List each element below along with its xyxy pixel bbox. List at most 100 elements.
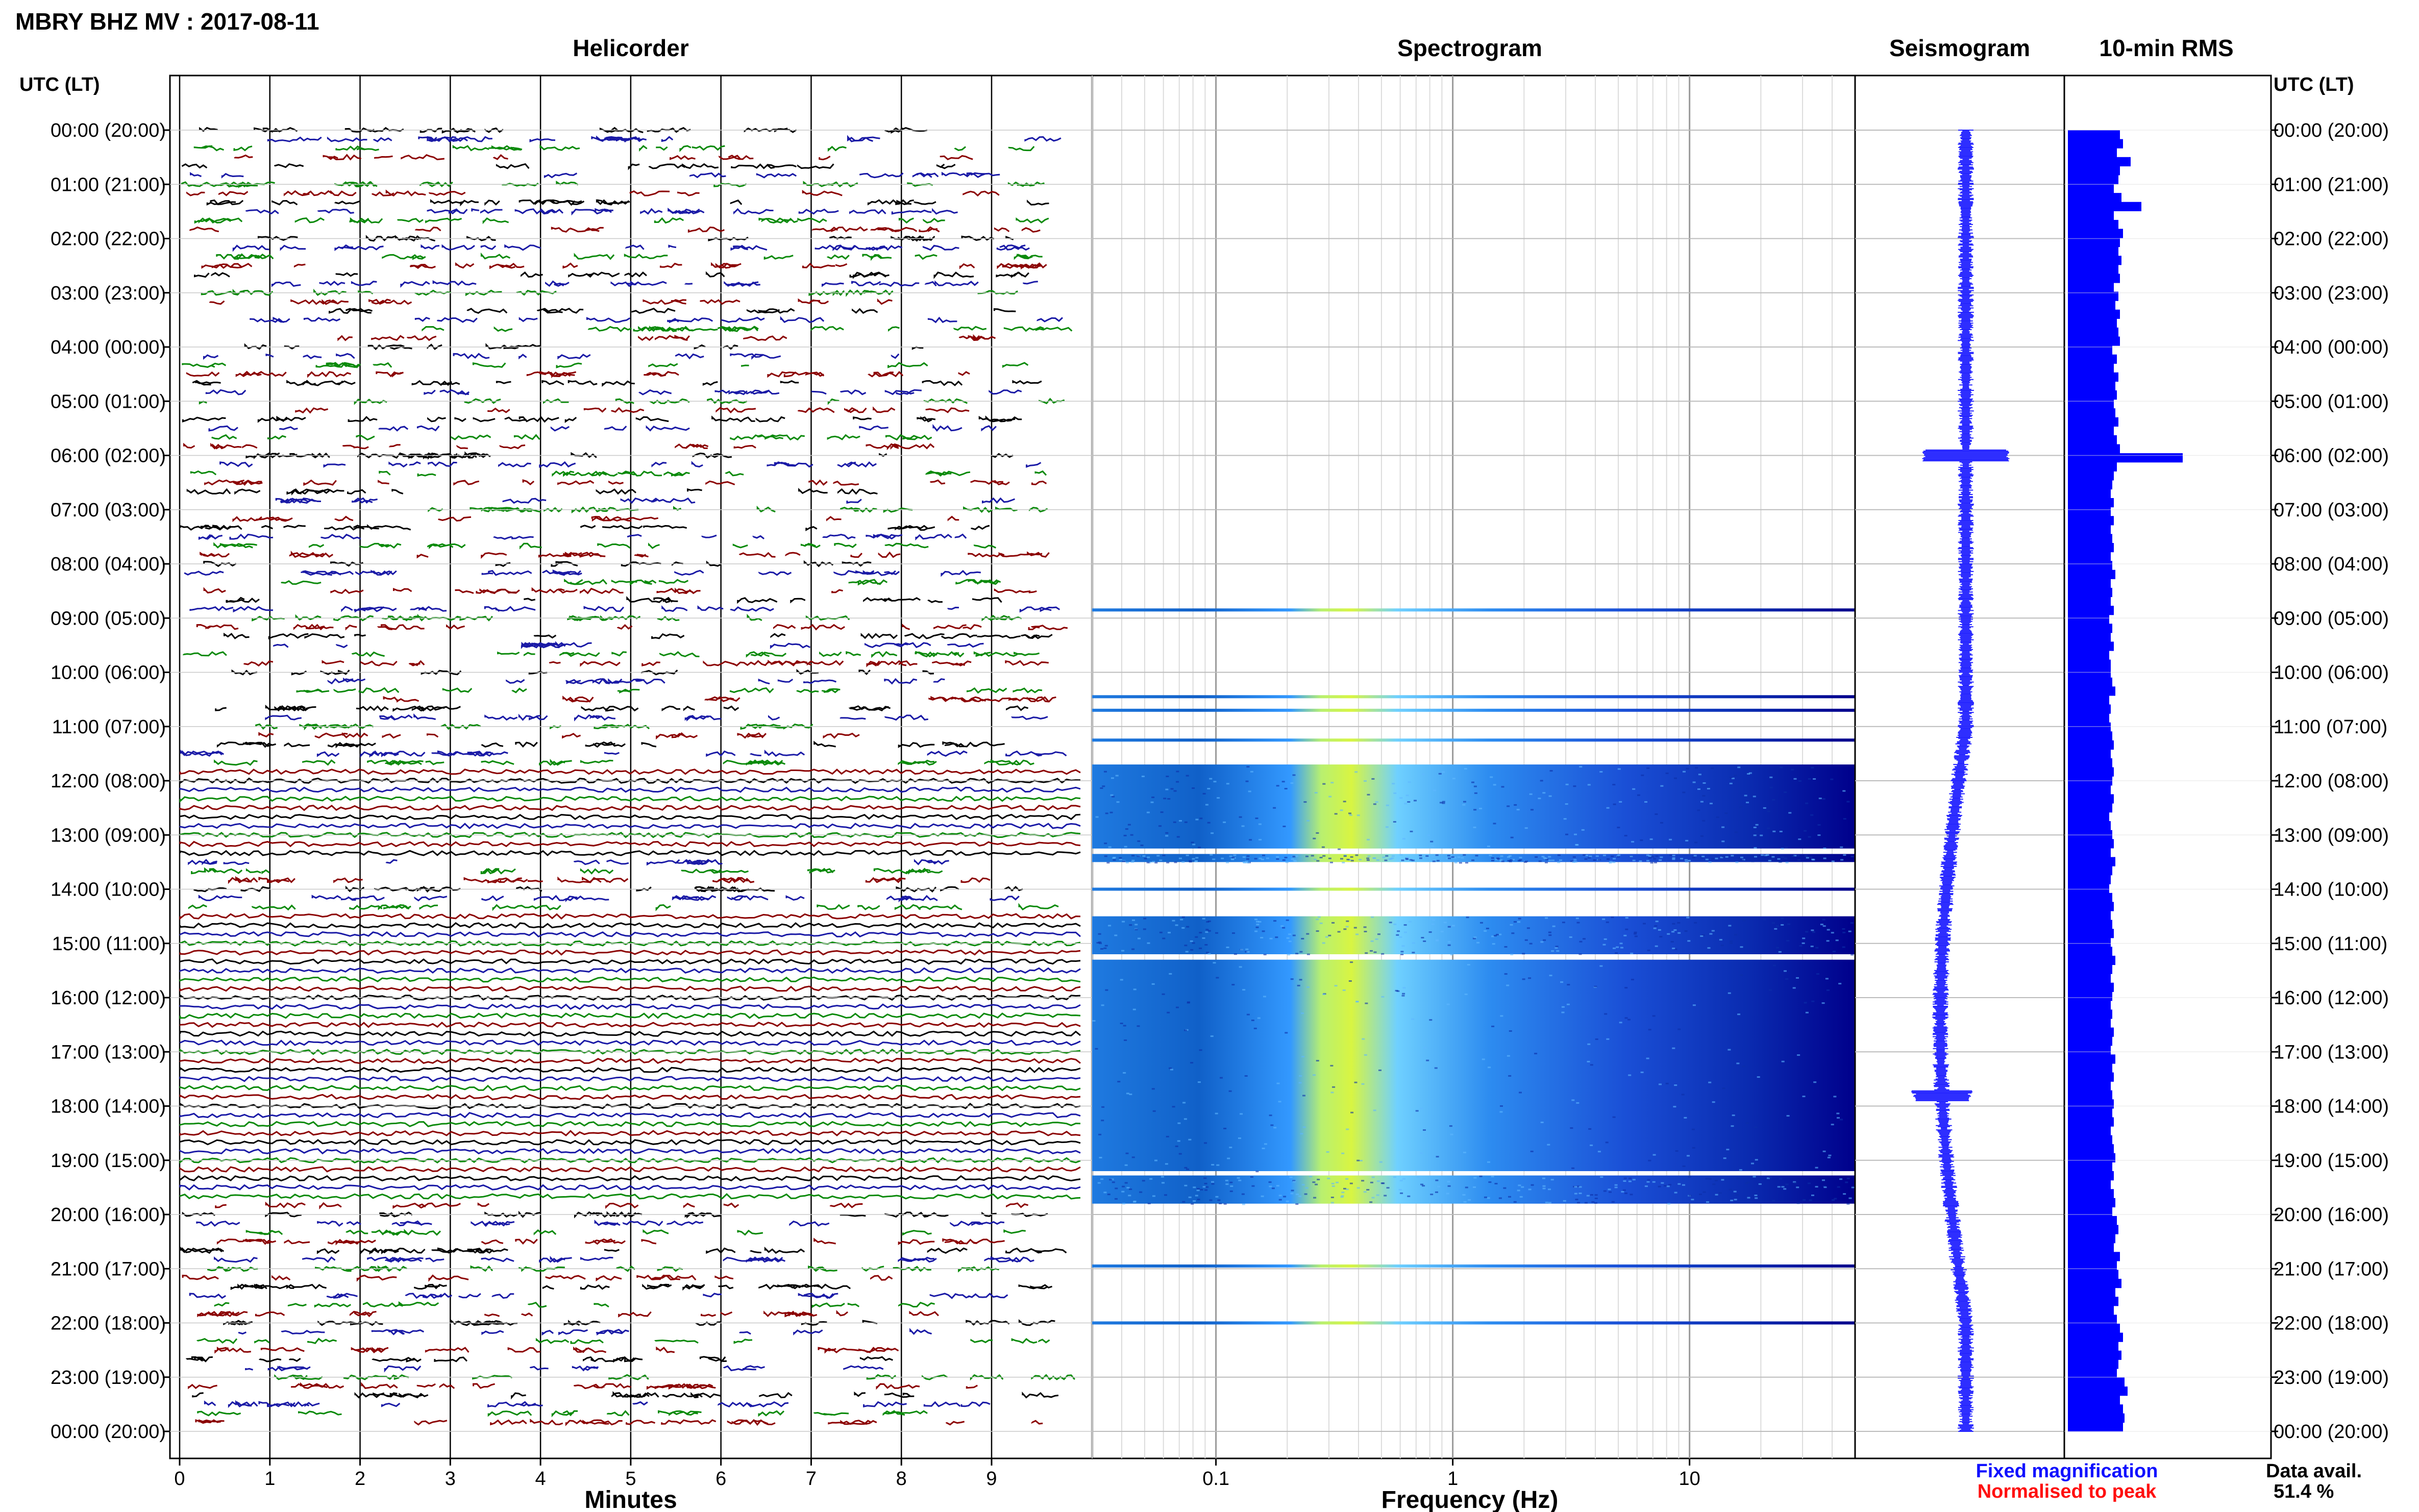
helicorder-trace <box>258 732 860 740</box>
spectrogram-speckle <box>1295 953 1299 955</box>
spectrogram-speckle <box>1132 1008 1136 1010</box>
spectrogram-speckle <box>1682 1165 1686 1167</box>
spectrogram-speckle <box>1628 1177 1632 1179</box>
rms-bar <box>2068 507 2111 516</box>
spectrogram-speckle <box>1542 1185 1546 1187</box>
spectrogram-speckle <box>1624 987 1628 989</box>
spectrogram-speckle <box>1772 857 1775 859</box>
spectrogram-speckle <box>1215 1196 1219 1198</box>
spectrogram-speckle <box>1100 948 1104 950</box>
spectrogram-speckle <box>1431 923 1435 925</box>
spectrogram-speckle <box>1630 856 1633 857</box>
spectrogram-speckle <box>1674 948 1677 950</box>
rms-bar <box>2068 471 2114 481</box>
spectrogram-speckle <box>1290 1193 1294 1195</box>
data-availability-label: Data avail. <box>2266 1460 2362 1482</box>
spectrogram-speckle <box>1609 862 1612 864</box>
spectrogram-speckle <box>1640 1071 1644 1073</box>
spectrogram-speckle <box>1175 1145 1178 1147</box>
helicorder-trace <box>422 326 1073 332</box>
spectrogram-speckle <box>1316 860 1320 862</box>
spectrogram-speckle <box>1162 1182 1165 1184</box>
helicorder-trace <box>179 1067 1081 1073</box>
rms-header: 10-min RMS <box>2099 35 2233 61</box>
spectrogram-speckle <box>1816 973 1819 975</box>
spectrogram-speckle <box>1170 788 1174 790</box>
rms-bar <box>2068 1315 2117 1324</box>
spectrogram-speckle <box>1830 778 1834 780</box>
rms-bar <box>2068 740 2114 750</box>
spectrogram-speckle <box>1263 996 1266 998</box>
spectrogram-speckle <box>1229 1191 1233 1192</box>
spectrogram-speckle <box>1624 835 1627 837</box>
helicorder-trace <box>189 605 1060 613</box>
helicorder-trace <box>329 307 1016 314</box>
rms-bar <box>2068 301 2115 310</box>
spectrogram-speckle <box>1207 788 1211 789</box>
spectrogram-speckle <box>1715 857 1718 859</box>
spectrogram-speckle <box>1480 922 1483 924</box>
spectrogram-speckle <box>1306 820 1310 822</box>
rms-panel <box>2063 75 2272 1459</box>
spectrogram-speckle <box>1177 1122 1181 1124</box>
time-label-right: 14:00 (10:00) <box>2274 879 2389 901</box>
rms-bar <box>2068 929 2114 938</box>
spectrogram-speckle <box>1273 920 1277 922</box>
rms-bar <box>2068 1368 2117 1378</box>
spectrogram-speckle <box>1654 861 1657 863</box>
spectrogram-speckle <box>1684 930 1688 932</box>
spectrogram-speckle <box>1134 924 1138 926</box>
spectrogram-speckle <box>1576 1185 1580 1187</box>
spectrogram-speckle <box>1166 1135 1169 1137</box>
helicorder-trace <box>201 262 1047 270</box>
spectrogram-speckle <box>1473 826 1476 828</box>
rms-bar <box>2068 1081 2111 1091</box>
helicorder-trace <box>192 380 1042 387</box>
spectrogram-speckle <box>1751 1162 1754 1164</box>
spectrogram-speckle <box>1284 788 1288 789</box>
spectrogram-speckle <box>1746 802 1749 804</box>
helicorder-trace <box>186 370 970 379</box>
rms-bar <box>2068 336 2120 346</box>
spectrogram-speckle <box>1262 854 1265 856</box>
spectrogram-speckle <box>1504 946 1508 948</box>
spectrogram-speckle <box>1796 1202 1800 1204</box>
rms-bar <box>2068 444 2120 454</box>
spectrogram-speckle <box>1672 858 1675 860</box>
spectrogram-speckle <box>1299 1075 1302 1077</box>
spectrogram-speckle <box>1667 1203 1671 1205</box>
frequency-tick-label: 10 <box>1679 1468 1700 1490</box>
spectrogram-speckle <box>1640 839 1643 841</box>
spectrogram-speckle <box>1473 936 1477 938</box>
spectrogram-speckle <box>1246 951 1250 953</box>
spectrogram-speckle <box>1779 831 1783 832</box>
spectrogram-speckle <box>1837 1186 1840 1188</box>
spectrogram-speckle <box>1241 1193 1245 1195</box>
spectrogram-speckle <box>1739 1169 1742 1171</box>
spectrogram-speckle <box>1126 1093 1129 1095</box>
helicorder-trace <box>179 1039 1081 1046</box>
spectrogram-speckle <box>1684 1117 1687 1119</box>
spectrogram-speckle <box>1752 1176 1756 1178</box>
spectrogram-speckle <box>1734 831 1738 833</box>
spectrogram-speckle <box>1284 857 1288 858</box>
rms-bar <box>2068 1207 2112 1217</box>
spectrogram-speckle <box>1334 813 1338 815</box>
spectrogram-speckle <box>1104 842 1107 845</box>
spectrogram-speckle <box>1269 937 1273 939</box>
spectrogram-speckle <box>1151 797 1155 798</box>
time-label-right: 00:00 (20:00) <box>2274 1421 2389 1443</box>
spectrogram-speckle <box>1584 1202 1588 1204</box>
spectrogram-speckle <box>1248 790 1251 792</box>
spectrogram-speckle <box>1205 931 1208 933</box>
spectrogram-speckle <box>1448 857 1451 859</box>
spectrogram-speckle <box>1195 860 1198 862</box>
rms-bar <box>2068 597 2111 606</box>
spectrogram-speckle <box>1686 916 1690 919</box>
spectrogram-speckle <box>1423 857 1427 859</box>
spectrogram-speckle <box>1132 919 1135 921</box>
rms-bar <box>2068 1279 2121 1288</box>
spectrogram-speckle <box>1255 1171 1259 1173</box>
time-label-left: 18:00 (14:00) <box>51 1096 166 1118</box>
spectrogram-speckle <box>1370 1181 1373 1183</box>
